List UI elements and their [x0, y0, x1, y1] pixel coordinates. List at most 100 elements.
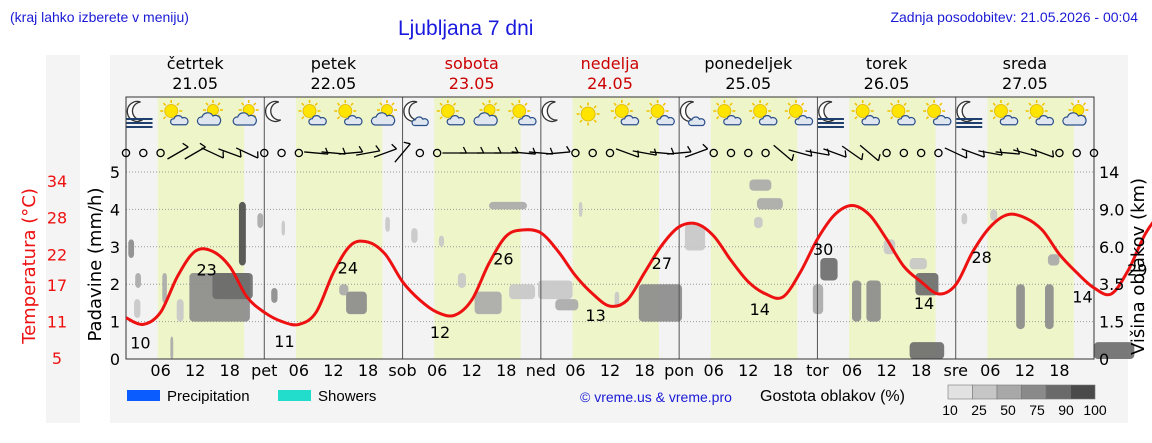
cloud-sun-icon — [473, 100, 500, 126]
precip-tick: 5 — [110, 163, 120, 182]
hour-tick: 18 — [358, 361, 378, 380]
moon-shape — [956, 100, 973, 123]
density-tick: 90 — [1058, 402, 1074, 418]
sun-disc — [855, 104, 870, 118]
sun-ray — [925, 102, 930, 106]
wind-calm-marker — [1072, 148, 1081, 158]
wind-feather — [1052, 150, 1055, 158]
wind-shaft — [338, 151, 363, 155]
day-abbr: sob — [388, 361, 416, 380]
wind-barb — [773, 144, 795, 162]
sun-ray — [593, 105, 597, 109]
wind-shaft — [788, 149, 812, 157]
sun-ray — [391, 102, 395, 106]
day-date: 24.05 — [587, 74, 633, 93]
sun-ray — [336, 116, 341, 120]
cloud-block — [162, 272, 167, 303]
sun-ray — [439, 116, 443, 120]
sun-ray — [1041, 102, 1046, 106]
wind-barb — [338, 145, 364, 155]
wind-feather — [239, 150, 242, 158]
cloud-block — [457, 272, 466, 288]
sun-ray — [867, 102, 872, 106]
wind-shaft — [841, 145, 863, 161]
wind-feather — [877, 154, 881, 161]
day-name: torek — [866, 54, 908, 73]
sun-cloud-icon — [298, 100, 327, 126]
cloud-shape — [1062, 112, 1087, 126]
cloud-block — [614, 291, 620, 307]
cloud-shape — [196, 112, 222, 126]
sun-disc — [1029, 104, 1044, 118]
wind-feather — [462, 146, 468, 154]
temperature-tick: 5 — [52, 349, 62, 368]
wind-barb — [356, 145, 381, 156]
cloud-block — [1094, 342, 1135, 359]
cloud-block — [754, 216, 763, 229]
plot-border — [125, 96, 1095, 360]
day-abbr: pon — [664, 361, 694, 380]
day-date: 23.05 — [449, 74, 495, 93]
legend-label: Precipitation — [167, 388, 250, 405]
wind-barb — [841, 145, 864, 161]
moon-fog-icon — [956, 100, 983, 128]
cloud-shape — [370, 112, 396, 126]
day-date: 25.05 — [725, 74, 771, 93]
sun-cloud-icon — [749, 100, 778, 126]
temperature-label: 24 — [338, 259, 358, 278]
sun-ray — [579, 119, 583, 123]
wind-shaft — [304, 151, 329, 155]
temperature-tick: 28 — [47, 209, 67, 228]
wind-calm-marker — [156, 148, 165, 158]
cloud-sun-icon — [370, 100, 397, 126]
daylight-band — [710, 97, 798, 359]
density-swatch — [1021, 384, 1047, 400]
temperature-label: 30 — [813, 240, 833, 259]
wind-feather — [965, 151, 968, 159]
cloud-block — [346, 291, 367, 315]
wind-barb — [788, 149, 813, 157]
wind-shaft — [1013, 149, 1037, 157]
day-date: 26.05 — [864, 74, 910, 93]
sun-cloud-icon — [610, 100, 640, 126]
moon-shape — [265, 100, 282, 123]
cloud-block — [385, 216, 390, 232]
cloud-shape — [411, 116, 429, 127]
precip-tick: 4 — [110, 200, 120, 219]
wind-shaft — [978, 150, 1003, 156]
cloud-block — [509, 284, 536, 300]
cloud-block — [820, 258, 838, 281]
wind-feather — [375, 145, 381, 152]
wind-calm-marker — [726, 148, 736, 158]
sun-disc — [440, 104, 455, 118]
day-name: ponedeljek — [704, 54, 793, 73]
sun-ray — [593, 119, 597, 123]
cloud-block — [578, 201, 583, 217]
credit-link: © vreme.us & vreme.pro — [580, 389, 732, 405]
temperature-label: 12 — [430, 323, 450, 342]
hour-tick: 06 — [842, 361, 862, 380]
cloud-height-tick: 1.5 — [1099, 313, 1124, 332]
sun-ray — [787, 102, 791, 106]
sun-ray — [800, 102, 805, 106]
wind-calm-marker — [744, 148, 753, 158]
sun-ray — [301, 102, 305, 106]
cloud-shape — [794, 115, 814, 126]
wind-feather — [861, 153, 864, 160]
sun-disc — [614, 104, 629, 118]
sun-ray — [510, 102, 515, 106]
precip-axis-label: Padavine (mm/h) — [85, 188, 106, 342]
cloud-height-tick: 9.0 — [1099, 200, 1124, 219]
density-swatch — [947, 384, 973, 400]
wind-barb — [167, 142, 189, 160]
wind-feather — [566, 145, 571, 153]
sun-ray — [903, 102, 907, 106]
hour-tick: 06 — [150, 361, 170, 380]
moon-shape — [541, 100, 558, 123]
sun-ray — [162, 102, 167, 106]
density-tick: 100 — [1083, 402, 1107, 418]
cloud-block — [961, 213, 968, 225]
moon-fog-icon — [126, 100, 153, 128]
day-abbr: sre — [944, 361, 968, 380]
